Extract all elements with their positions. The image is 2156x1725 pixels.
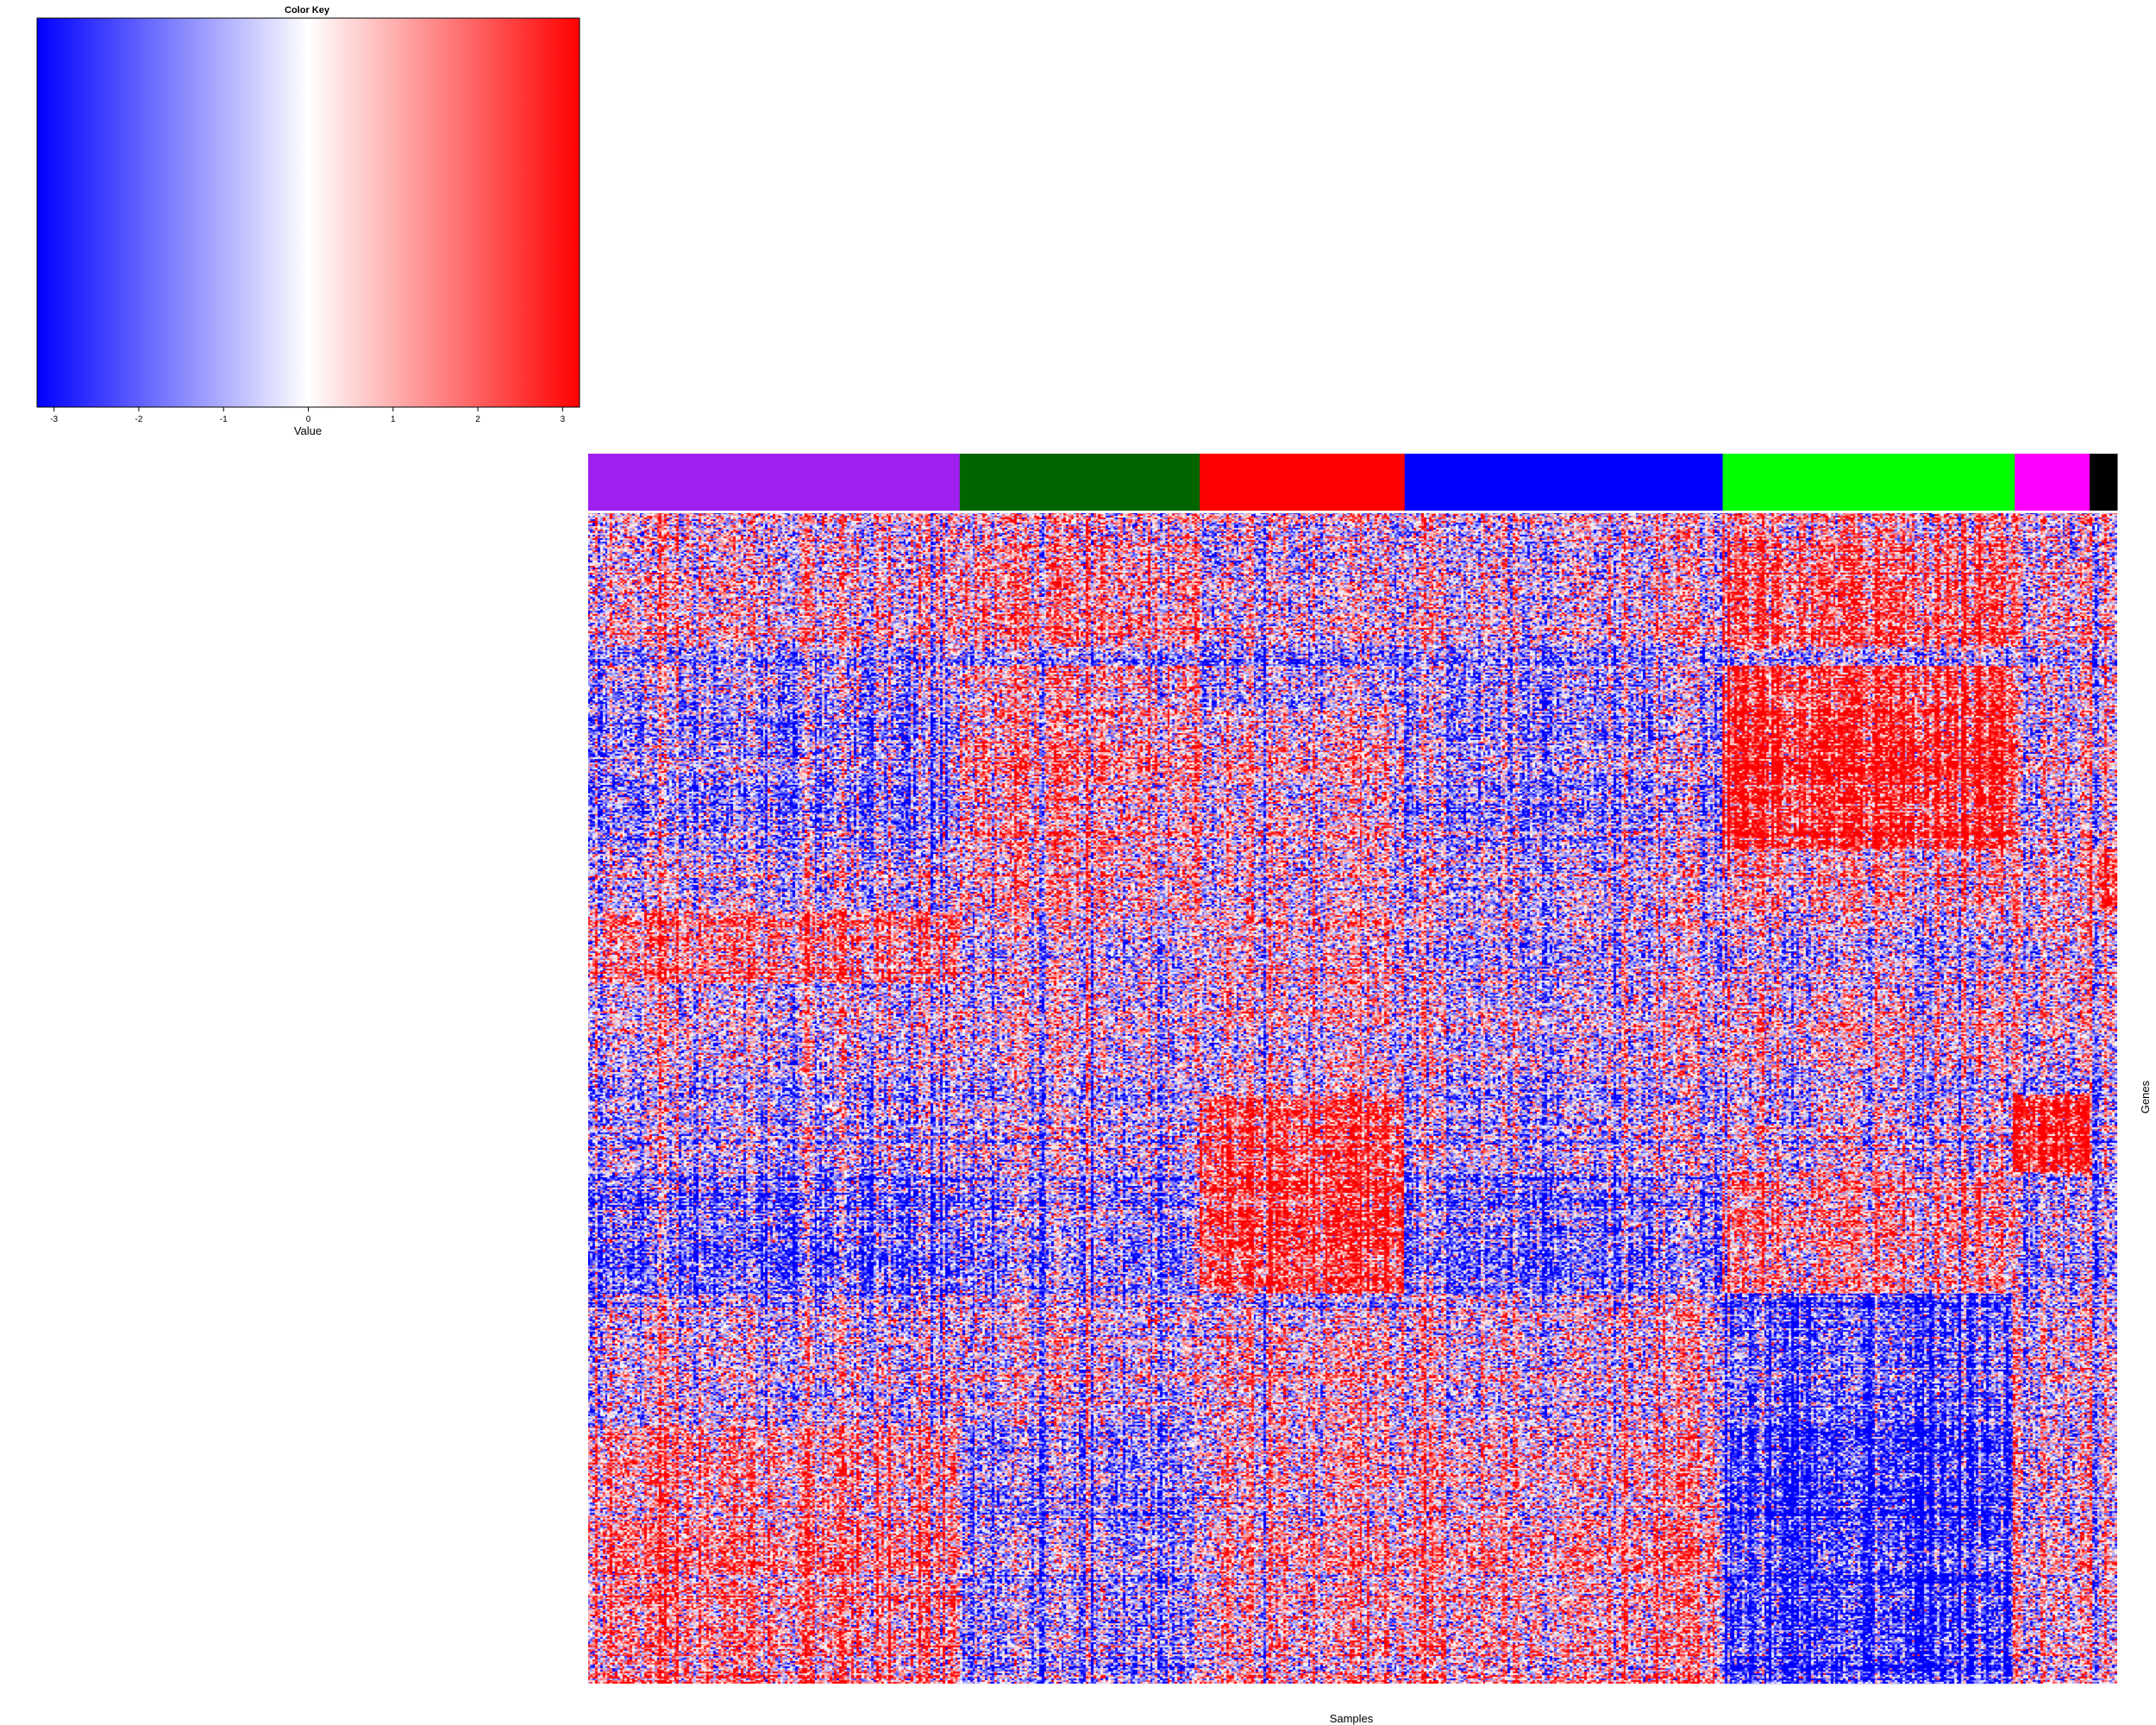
sample-group-bar [1722, 454, 2015, 511]
color-key-value-label: Value [294, 424, 322, 437]
color-key-tick-label: 3 [561, 415, 566, 424]
sample-group-bar [588, 454, 961, 511]
sample-group-bar [1200, 454, 1406, 511]
color-key-title: Color Key [285, 5, 330, 16]
color-key-tick-label: -2 [135, 415, 142, 424]
color-key-tick-label: -3 [50, 415, 58, 424]
color-key-tick-label: 1 [391, 415, 396, 424]
color-key-tick-label: -1 [220, 415, 228, 424]
y-axis-label: Genes [2139, 1080, 2152, 1113]
color-key: Color Key -3 -2 -1 0 1 2 3 Value [36, 5, 580, 437]
heatmap-body [588, 513, 2118, 1684]
sample-group-bar [2090, 454, 2118, 511]
color-key-gradient [37, 18, 580, 407]
heatmap-cell-texture [588, 513, 2117, 1684]
color-key-tick-label: 0 [306, 415, 311, 424]
sample-group-sidebar [588, 454, 2118, 511]
color-key-ticks: -3 -2 -1 0 1 2 3 [50, 407, 566, 424]
sample-group-bar [2015, 454, 2090, 511]
sample-group-bar [1404, 454, 1724, 511]
sample-group-bar [959, 454, 1200, 511]
x-axis-label: Samples [1330, 1712, 1374, 1725]
color-key-tick-label: 2 [475, 415, 480, 424]
